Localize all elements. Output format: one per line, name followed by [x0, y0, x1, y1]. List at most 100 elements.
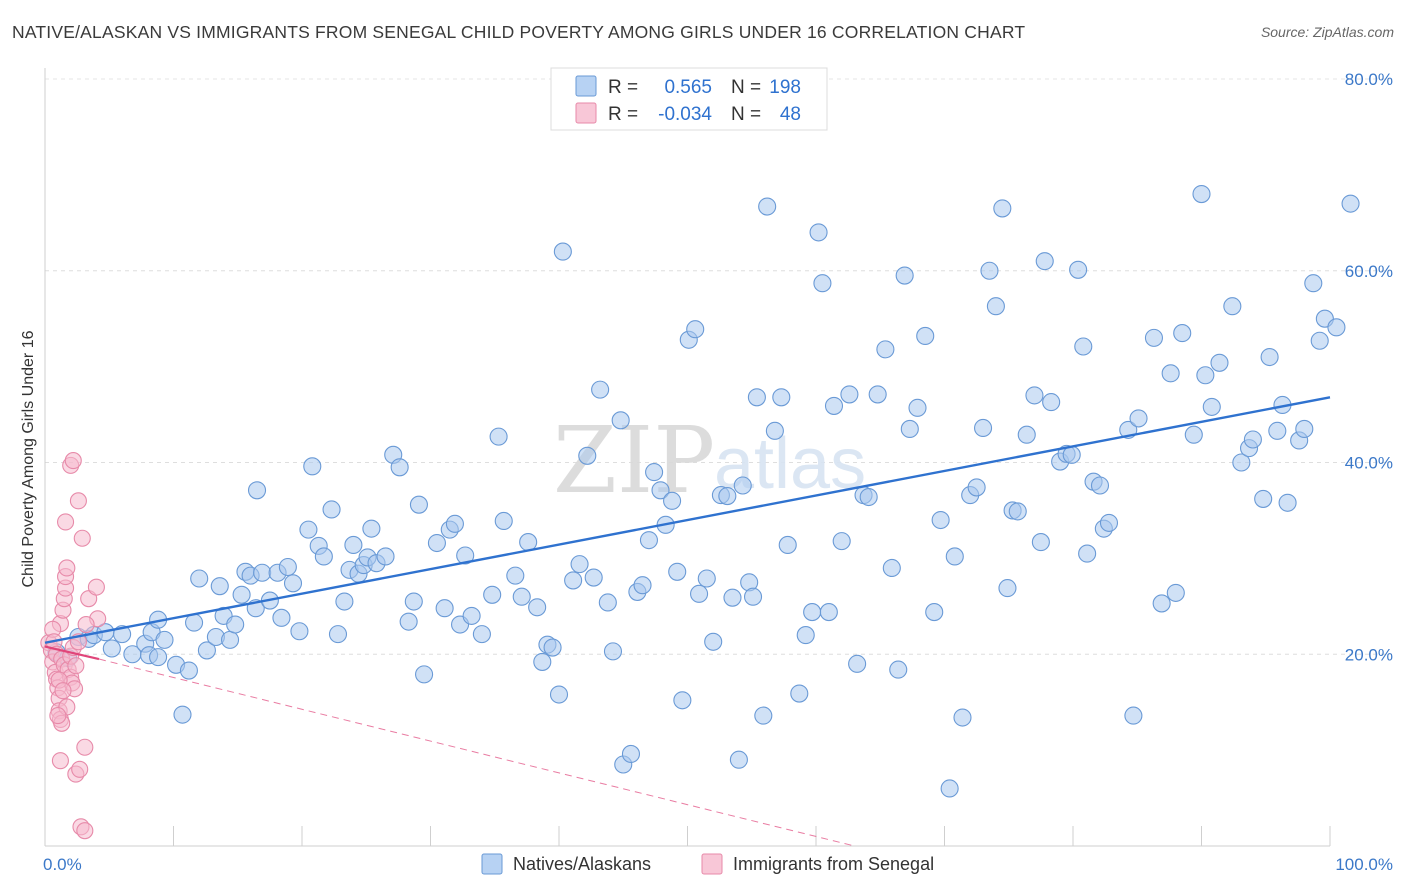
- natives-point-44: [335, 592, 354, 611]
- series-legend-label-senegal: Immigrants from Senegal: [733, 854, 934, 874]
- natives-point-184: [1260, 347, 1279, 367]
- senegal-point-27: [67, 657, 85, 675]
- series-immigrants-senegal: [40, 452, 107, 840]
- natives-point-155: [1042, 393, 1061, 412]
- natives-point-99: [686, 320, 705, 339]
- trend-line-senegal: [44, 645, 100, 661]
- natives-point-54: [390, 458, 409, 477]
- natives-point-65: [462, 606, 481, 625]
- natives-point-147: [993, 199, 1012, 218]
- senegal-point-38: [73, 529, 91, 547]
- senegal-point-34: [64, 452, 82, 470]
- natives-point-55: [399, 612, 418, 631]
- senegal-point-36: [71, 760, 89, 778]
- legend-r-value-1: 0.565: [664, 77, 712, 98]
- natives-point-159: [1069, 260, 1088, 279]
- natives-point-69: [494, 511, 513, 531]
- natives-point-128: [859, 487, 878, 507]
- natives-point-82: [584, 568, 603, 587]
- natives-point-84: [598, 593, 617, 612]
- natives-point-176: [1196, 366, 1215, 385]
- natives-point-13: [155, 630, 174, 649]
- natives-point-67: [483, 585, 502, 604]
- natives-point-70: [506, 566, 525, 585]
- natives-point-83: [591, 380, 610, 399]
- y-tick-label-60: 60.0%: [1345, 262, 1393, 281]
- legend-r-label-2: R =: [608, 104, 638, 125]
- natives-point-174: [1184, 425, 1203, 444]
- natives-point-25: [226, 615, 245, 634]
- legend-n-label-1: N =: [731, 77, 761, 98]
- trend-lines: [44, 396, 1331, 847]
- natives-point-119: [803, 603, 822, 622]
- natives-point-120: [809, 223, 828, 242]
- legend-n-label-2: N =: [731, 104, 761, 125]
- legend-n-value-2: 48: [780, 104, 801, 125]
- natives-point-175: [1192, 185, 1211, 204]
- natives-point-132: [889, 660, 908, 679]
- natives-point-42: [322, 500, 341, 519]
- x-tick-label-max: 100.0%: [1335, 855, 1393, 874]
- senegal-point-46: [49, 707, 67, 725]
- natives-point-168: [1129, 409, 1148, 428]
- natives-point-133: [895, 266, 914, 285]
- natives-point-134: [900, 419, 919, 438]
- y-tick-label-40: 40.0%: [1345, 454, 1393, 473]
- natives-point-129: [868, 385, 887, 404]
- chart-title: NATIVE/ALASKAN VS IMMIGRANTS FROM SENEGA…: [12, 22, 1026, 42]
- natives-point-102: [704, 632, 723, 651]
- legend-r-label-1: R =: [608, 77, 638, 98]
- natives-point-111: [754, 706, 773, 725]
- natives-point-37: [290, 622, 309, 641]
- natives-point-18: [185, 613, 204, 632]
- natives-point-43: [328, 625, 348, 644]
- y-tick-label-20: 20.0%: [1345, 645, 1393, 664]
- series: [40, 110, 1360, 840]
- natives-point-86: [611, 411, 630, 430]
- natives-point-136: [916, 326, 935, 345]
- natives-point-20: [197, 641, 216, 660]
- natives-point-6: [102, 639, 121, 658]
- natives-point-167: [1124, 706, 1143, 725]
- natives-point-90: [633, 576, 652, 595]
- natives-point-194: [1341, 194, 1360, 213]
- natives-point-140: [945, 547, 964, 566]
- natives-point-154: [1035, 252, 1054, 271]
- natives-point-121: [813, 274, 832, 293]
- watermark-zip: ZIP: [553, 407, 715, 514]
- natives-point-31: [253, 563, 272, 582]
- natives-point-56: [404, 592, 423, 611]
- natives-point-191: [1310, 331, 1329, 350]
- natives-point-109: [743, 587, 763, 606]
- natives-point-77: [549, 685, 569, 704]
- natives-point-179: [1223, 297, 1242, 316]
- natives-point-161: [1078, 544, 1097, 563]
- natives-point-125: [840, 385, 859, 404]
- natives-point-113: [765, 421, 784, 440]
- tick-labels: 20.0% 40.0% 60.0% 80.0% 0.0% 100.0%: [43, 70, 1393, 874]
- natives-point-95: [663, 491, 682, 510]
- natives-point-143: [967, 478, 986, 497]
- natives-point-152: [1025, 386, 1044, 405]
- watermark: ZIP atlas: [553, 407, 866, 514]
- natives-point-88: [621, 744, 641, 764]
- natives-point-81: [578, 446, 597, 465]
- axes: [44, 68, 1331, 847]
- natives-point-115: [778, 535, 797, 555]
- natives-point-101: [697, 569, 716, 588]
- natives-point-59: [427, 533, 446, 553]
- natives-point-148: [998, 579, 1017, 598]
- natives-point-76: [543, 638, 562, 657]
- natives-point-79: [564, 571, 583, 590]
- series-natives-alaskans: [47, 110, 1360, 798]
- natives-point-91: [639, 531, 659, 550]
- legend-swatch-blue: [575, 75, 597, 97]
- natives-point-180: [1232, 453, 1251, 472]
- source-credit: Source: ZipAtlas.com: [1260, 24, 1394, 40]
- natives-point-171: [1161, 364, 1180, 383]
- natives-point-169: [1144, 328, 1164, 347]
- senegal-point-42: [87, 578, 105, 596]
- natives-point-97: [673, 691, 692, 710]
- legend-n-value-1: 198: [769, 77, 801, 98]
- x-tick-label-min: 0.0%: [43, 855, 82, 874]
